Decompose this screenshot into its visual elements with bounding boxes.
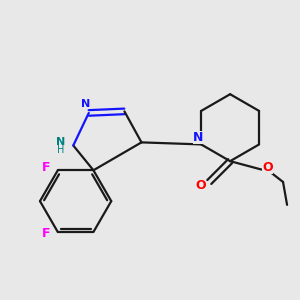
Text: H: H bbox=[57, 145, 64, 155]
Text: N: N bbox=[193, 131, 203, 144]
Text: N: N bbox=[81, 99, 90, 109]
Text: O: O bbox=[195, 178, 206, 192]
Text: F: F bbox=[42, 161, 50, 174]
Text: N: N bbox=[56, 137, 65, 147]
Text: O: O bbox=[262, 160, 273, 174]
Text: F: F bbox=[42, 227, 50, 240]
